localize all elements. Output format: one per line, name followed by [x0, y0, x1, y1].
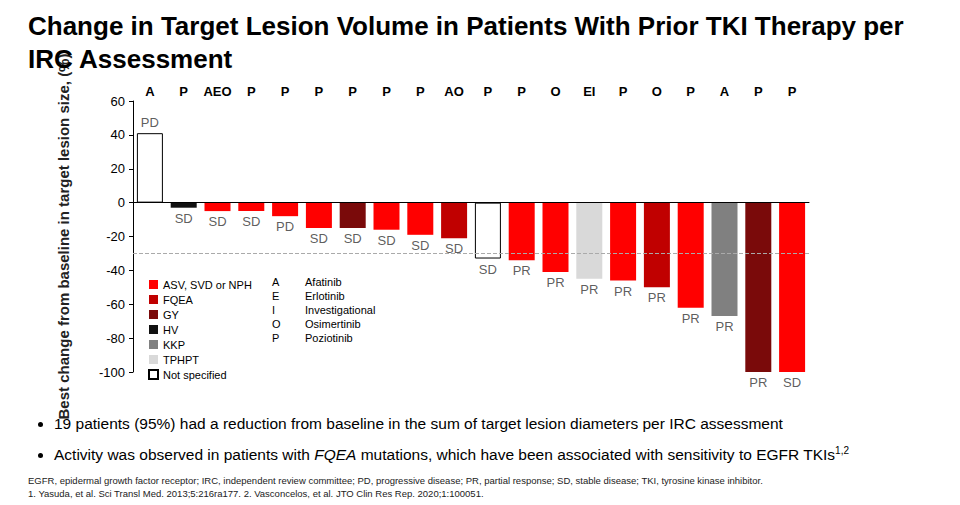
svg-text:A: A: [720, 84, 730, 99]
svg-text:PR: PR: [580, 282, 598, 297]
svg-text:A: A: [272, 276, 280, 288]
svg-text:-40: -40: [106, 263, 125, 278]
svg-text:PR: PR: [715, 319, 733, 334]
svg-text:40: 40: [111, 127, 125, 142]
svg-text:Afatinib: Afatinib: [305, 276, 342, 288]
svg-text:I: I: [272, 304, 275, 316]
svg-text:-80: -80: [106, 331, 125, 346]
svg-text:0: 0: [118, 195, 125, 210]
svg-text:Poziotinib: Poziotinib: [305, 332, 353, 344]
svg-text:PR: PR: [682, 311, 700, 326]
svg-text:PR: PR: [546, 275, 564, 290]
svg-text:P: P: [179, 84, 188, 99]
svg-text:Investigational: Investigational: [305, 304, 375, 316]
svg-text:GY: GY: [163, 309, 180, 321]
svg-text:P: P: [281, 84, 290, 99]
svg-text:O: O: [550, 84, 560, 99]
svg-text:PR: PR: [749, 375, 767, 390]
svg-text:P: P: [382, 84, 391, 99]
svg-text:O: O: [652, 84, 662, 99]
svg-text:SD: SD: [242, 214, 260, 229]
svg-text:P: P: [315, 84, 324, 99]
svg-text:SD: SD: [377, 233, 395, 248]
svg-text:60: 60: [111, 94, 125, 109]
svg-text:KKP: KKP: [163, 339, 185, 351]
html-text:1. Yasuda, et al. Sci Transl M: 1. Yasuda, et al. Sci Transl Med. 2013;5…: [28, 488, 484, 499]
svg-text:P: P: [517, 84, 526, 99]
svg-text:AO: AO: [444, 84, 464, 99]
svg-text:P: P: [788, 84, 797, 99]
svg-text:FQEA: FQEA: [163, 294, 194, 306]
svg-text:P: P: [247, 84, 256, 99]
svg-text:E: E: [272, 290, 279, 302]
svg-text:SD: SD: [208, 214, 226, 229]
svg-text:SD: SD: [310, 231, 328, 246]
svg-text:SD: SD: [175, 211, 193, 226]
svg-text:SD: SD: [411, 238, 429, 253]
svg-text:Not specified: Not specified: [163, 369, 227, 381]
svg-text:SD: SD: [479, 262, 497, 277]
svg-text:EI: EI: [583, 84, 595, 99]
svg-text:20: 20: [111, 161, 125, 176]
html-text:Activity was observed in patie: Activity was observed in patients with F…: [54, 445, 849, 464]
svg-text:P: P: [619, 84, 628, 99]
svg-text:-60: -60: [106, 297, 125, 312]
svg-text:P: P: [348, 84, 357, 99]
svg-text:PD: PD: [141, 115, 159, 130]
svg-text:P: P: [416, 84, 425, 99]
svg-text:Erlotinib: Erlotinib: [305, 290, 345, 302]
svg-text:TPHPT: TPHPT: [163, 354, 199, 366]
svg-text:-100: -100: [99, 365, 125, 380]
svg-text:O: O: [272, 318, 281, 330]
svg-text:P: P: [754, 84, 763, 99]
svg-text:PD: PD: [276, 219, 294, 234]
svg-text:PR: PR: [614, 284, 632, 299]
svg-text:HV: HV: [163, 324, 179, 336]
html-text:EGFR, epidermal growth factor: EGFR, epidermal growth factor receptor; …: [28, 475, 763, 486]
svg-text:SD: SD: [344, 231, 362, 246]
svg-text:PR: PR: [648, 290, 666, 305]
svg-text:SD: SD: [445, 241, 463, 256]
svg-text:-20: -20: [106, 229, 125, 244]
svg-text:Osimertinib: Osimertinib: [305, 318, 361, 330]
svg-text:AEO: AEO: [203, 84, 231, 99]
svg-text:PR: PR: [513, 263, 531, 278]
svg-text:P: P: [272, 332, 279, 344]
svg-text:Best change from baseline in t: Best change from baseline in target lesi…: [55, 54, 72, 420]
svg-text:P: P: [484, 84, 493, 99]
svg-text:A: A: [145, 84, 155, 99]
html-text:19 patients (95%) had a reduct: 19 patients (95%) had a reduction from b…: [54, 415, 783, 432]
svg-text:P: P: [686, 84, 695, 99]
svg-text:SD: SD: [783, 375, 801, 390]
svg-text:ASV, SVD or NPH: ASV, SVD or NPH: [163, 279, 252, 291]
html-text:Change in Target Lesion Volume: Change in Target Lesion Volume in Patien…: [28, 11, 904, 74]
